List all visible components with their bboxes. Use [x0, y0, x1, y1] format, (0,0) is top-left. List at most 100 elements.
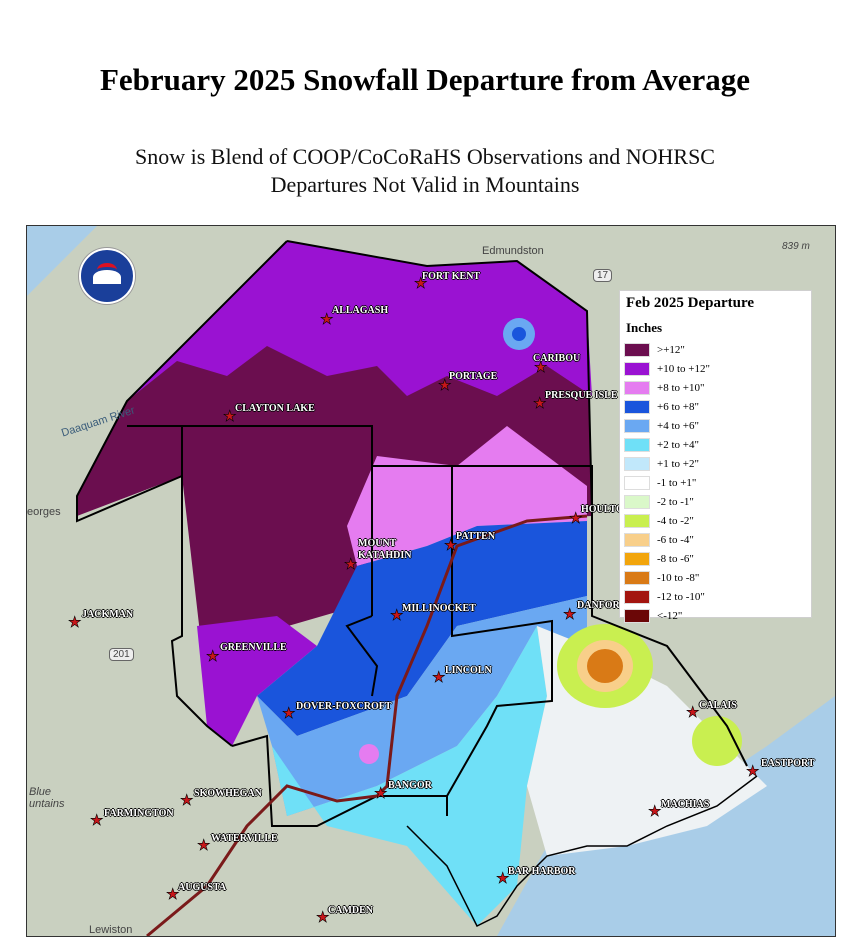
legend-swatch — [624, 342, 650, 357]
map-title: February 2025 Snowfall Departure from Av… — [99, 62, 751, 97]
legend-label: -6 to -4" — [657, 533, 694, 546]
legend-label: -1 to +1" — [657, 476, 697, 489]
city-label: CAMDEN — [328, 905, 373, 916]
city-label: MILLINOCKET — [402, 603, 476, 614]
city-label: WATERVILLE — [211, 833, 278, 844]
city-label: PATTEN — [456, 531, 496, 542]
region-plus-4-6 — [257, 596, 587, 816]
city-label: AUGUSTA — [178, 882, 227, 893]
city-label: FORT KENT — [422, 271, 481, 282]
region-plus-10-12-greenville — [197, 616, 317, 746]
legend-label: +10 to +12" — [657, 362, 710, 375]
legend-swatch — [624, 570, 650, 585]
city-star-icon: ★ — [444, 536, 458, 554]
legend-rows: >+12" +10 to +12" +8 to +10" +6 to +8" +4 to… — [624, 340, 807, 625]
region-plus-8-10 — [347, 426, 587, 566]
city-label: CALAIS — [699, 700, 737, 711]
nws-logo-wave — [93, 270, 121, 284]
city-label: JACKMAN — [82, 609, 134, 620]
region-plus-2-4 — [272, 626, 547, 926]
city-star-icon: ★ — [223, 407, 237, 425]
city-star-icon: ★ — [533, 394, 547, 412]
city-star-icon: ★ — [344, 555, 358, 573]
city-star-icon: ★ — [569, 509, 583, 527]
city-label: HOULTON — [581, 504, 632, 515]
legend-row: -12 to -10" — [624, 587, 807, 606]
city-star-icon: ★ — [206, 647, 220, 665]
legend-swatch — [624, 494, 650, 509]
nws-logo — [79, 248, 135, 304]
legend-row: +2 to +4" — [624, 435, 807, 454]
city-label: GREENVILLE — [220, 642, 287, 653]
city-star-icon: ★ — [282, 704, 296, 722]
legend-label: +8 to +10" — [657, 381, 705, 394]
label-lewiston: Lewiston — [89, 924, 133, 936]
legend-row: +8 to +10" — [624, 378, 807, 397]
city-star-icon: ★ — [746, 762, 760, 780]
city-star-icon: ★ — [316, 908, 330, 926]
legend-swatch — [624, 399, 650, 414]
legend-label: -2 to -1" — [657, 495, 694, 508]
city-star-icon: ★ — [496, 869, 510, 887]
legend-row: <-12" — [624, 606, 807, 625]
city-label: CLAYTON LAKE — [235, 403, 315, 414]
legend-swatch — [624, 418, 650, 433]
legend-swatch — [624, 513, 650, 528]
city-star-icon: ★ — [563, 605, 577, 623]
legend-swatch — [624, 475, 650, 490]
legend-units: Inches — [626, 320, 663, 335]
label-georges: eorges — [27, 506, 61, 518]
city-label: LINCOLN — [445, 665, 492, 676]
legend-label: -12 to -10" — [657, 590, 705, 603]
region-plus-10-12-north — [127, 241, 592, 401]
city-label: EASTPORT — [761, 758, 815, 769]
legend-label: -4 to -2" — [657, 514, 694, 527]
legend-title: Feb 2025 Departure — [626, 295, 755, 311]
coastline — [406, 775, 758, 928]
city-star-icon: ★ — [197, 836, 211, 854]
city-label: PRESQUE ISLE — [545, 390, 618, 401]
label-edmundston: Edmundston — [482, 245, 544, 257]
city-label: FARMINGTON — [104, 808, 174, 819]
legend-swatch — [624, 589, 650, 604]
bullseye-north-center — [512, 327, 526, 341]
city-star-icon: ★ — [390, 606, 404, 624]
city-star-icon: ★ — [414, 274, 428, 292]
state-border — [286, 240, 748, 767]
legend-swatch — [624, 551, 650, 566]
city-label: DOVER-FOXCROFT — [296, 701, 392, 712]
st-lawrence-water — [27, 226, 97, 296]
city-label: PORTAGE — [449, 371, 498, 382]
legend-row: -8 to -6" — [624, 549, 807, 568]
nws-logo-bird — [97, 263, 117, 277]
bullseye-dover — [359, 744, 379, 764]
subtitle-line-1: Snow is Blend of COOP/CoCoRaHS Observati… — [135, 144, 715, 169]
legend-row: >+12" — [624, 340, 807, 359]
legend-label: +1 to +2" — [657, 457, 699, 470]
region-plus-6-8 — [257, 521, 587, 736]
legend-swatch — [624, 532, 650, 547]
city-star-icon: ★ — [534, 358, 548, 376]
legend-label: <-12" — [657, 609, 683, 622]
city-star-icon: ★ — [686, 703, 700, 721]
city-label: DANFORTH — [577, 600, 634, 611]
legend-row: +10 to +12" — [624, 359, 807, 378]
legend-label: -8 to -6" — [657, 552, 694, 565]
city-star-icon: ★ — [648, 802, 662, 820]
label-blue-mountains-1: Blue — [29, 786, 52, 798]
city-star-icon: ★ — [432, 668, 446, 686]
city-star-icon: ★ — [90, 811, 104, 829]
label-elevation: 839 m — [782, 241, 810, 252]
legend-swatch — [624, 437, 650, 452]
quebec-border — [76, 240, 288, 523]
subtitle-line-2: Departures Not Valid in Mountains — [270, 172, 580, 197]
city-label: ALLAGASH — [332, 305, 389, 316]
snowfall-departure-map: Edmundston 839 m Daaquam River eorges Bl… — [26, 225, 836, 937]
city-star-icon: ★ — [166, 885, 180, 903]
city-star-icon: ★ — [438, 376, 452, 394]
legend-label: >+12" — [657, 343, 685, 356]
legend-label: +2 to +4" — [657, 438, 699, 451]
legend-row: -6 to -4" — [624, 530, 807, 549]
legend-row: -4 to -2" — [624, 511, 807, 530]
city-label: SKOWHEGAN — [194, 788, 262, 799]
